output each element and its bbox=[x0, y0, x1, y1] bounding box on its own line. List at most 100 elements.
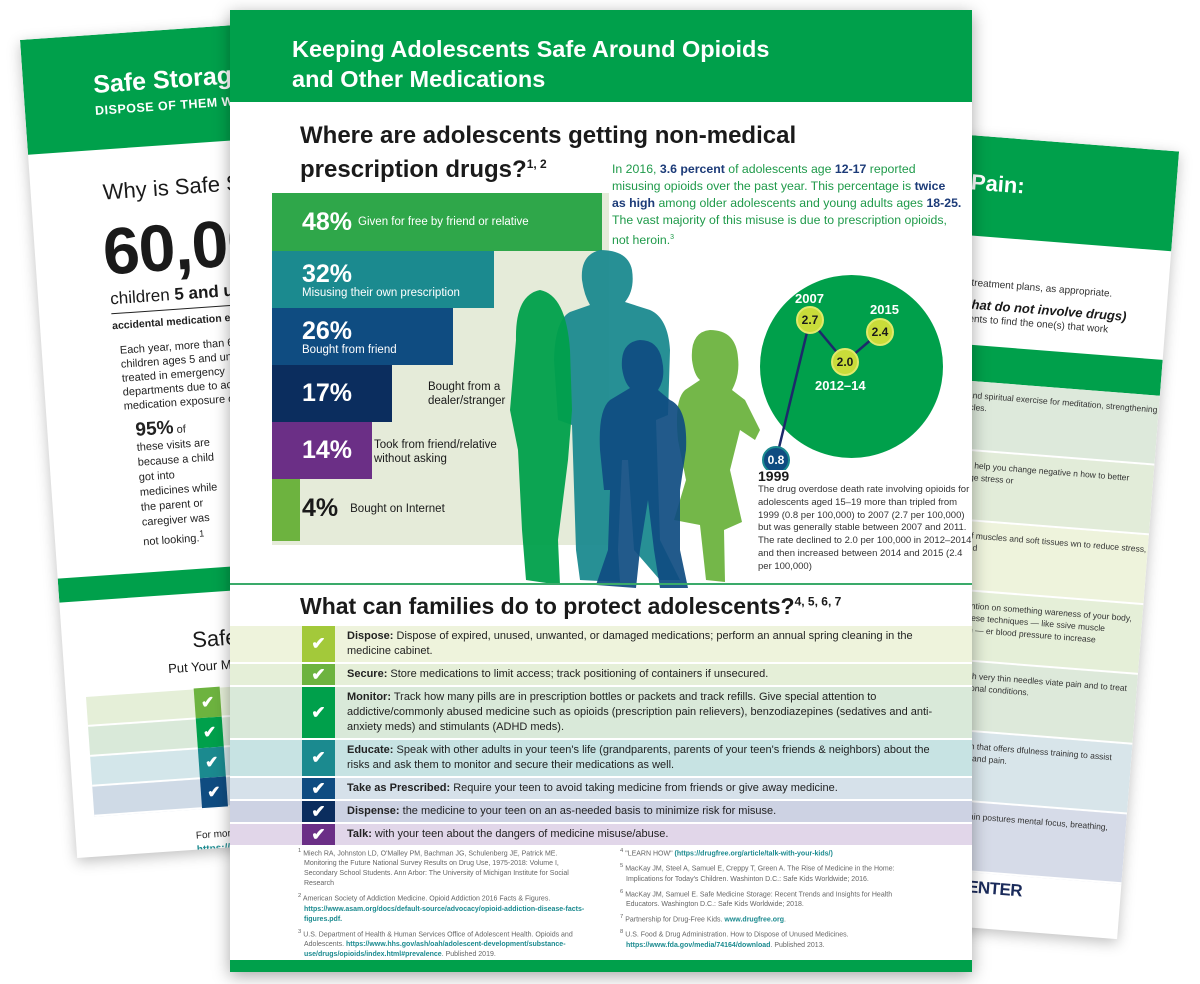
source-pct: 32% bbox=[302, 260, 353, 288]
ref-after: . bbox=[784, 916, 786, 924]
ref-text: MacKay JM, Samuel E. Safe Medicine Stora… bbox=[625, 890, 893, 908]
stat-bold: 3.6 percent bbox=[659, 162, 725, 176]
label-1999: 1999 bbox=[758, 468, 790, 484]
ref-link[interactable]: https://www.fda.gov/media/74164/download bbox=[626, 941, 771, 949]
action-row-dispense: ✔ Dispense: the medicine to your teen on … bbox=[230, 801, 972, 824]
action-row-educate: ✔ Educate: Speak with other adults in you… bbox=[230, 740, 972, 778]
reference-item: 8 U.S. Food & Drug Administration. How t… bbox=[620, 927, 920, 950]
children-prefix: children bbox=[109, 284, 176, 309]
section-divider bbox=[230, 583, 972, 585]
check-icon: ✔ bbox=[199, 776, 228, 809]
ref-number: 3 bbox=[298, 928, 302, 935]
reference-item: 6 MacKay JM, Samuel E. Safe Medicine Sto… bbox=[620, 887, 920, 910]
source-label: Misusing their own prescription bbox=[302, 287, 460, 299]
source-bar-bought-friend: 26% Bought from friend bbox=[272, 308, 453, 365]
source-bar-internet bbox=[272, 479, 300, 541]
check-icon: ✔ bbox=[302, 824, 335, 845]
value-1999: 0.8 bbox=[767, 453, 785, 467]
source-label: Given for free by friend or relative bbox=[358, 216, 529, 228]
action-text: Speak with other adults in your teen's l… bbox=[347, 744, 930, 771]
check-icon: ✔ bbox=[302, 801, 335, 822]
source-bar-own-prescription: 32% Misusing their own prescription bbox=[272, 251, 494, 308]
stat-footnote: 3 bbox=[670, 234, 675, 241]
ref-link[interactable]: https://www.hhs.gov/ash/oah/adolescent-d… bbox=[304, 940, 566, 958]
stat-bold: 18-25. bbox=[926, 196, 962, 210]
ref-after: . Published 2013. bbox=[770, 941, 825, 949]
action-term: Secure: bbox=[347, 668, 388, 680]
action-row-take-as-prescribed: ✔ Take as Prescribed: Require your teen t… bbox=[230, 778, 972, 801]
pct95-value: 95% bbox=[134, 417, 175, 441]
action-text: with your teen about the dangers of medi… bbox=[371, 828, 669, 840]
check-icon: ✔ bbox=[302, 778, 335, 799]
action-term: Educate: bbox=[347, 744, 394, 756]
ref-text: MacKay JM, Steel A, Samuel E, Creppy T, … bbox=[625, 865, 895, 883]
pct95-text: of these visits are because a child got … bbox=[136, 423, 218, 549]
source-label: Bought on Internet bbox=[350, 502, 445, 515]
stat-bold: 12-17 bbox=[834, 162, 867, 176]
value-2012: 2.0 bbox=[836, 355, 854, 369]
source-pct: 14% bbox=[302, 436, 353, 464]
stat-text: reported misusing opioids over the past … bbox=[612, 162, 916, 193]
check-icon: ✔ bbox=[193, 686, 222, 719]
check-icon: ✔ bbox=[197, 746, 226, 779]
main-page-opioids: Keeping Adolescents Safe Around Opioids … bbox=[230, 10, 972, 972]
misuse-stat-paragraph: In 2016, 3.6 percent of adolescents age … bbox=[612, 161, 962, 249]
question1-line1: Where are adolescents getting non-medica… bbox=[300, 122, 797, 149]
action-text: Require your teen to avoid taking medici… bbox=[450, 782, 838, 794]
ref-number: 7 bbox=[620, 913, 624, 920]
question2-footnote: 4, 5, 6, 7 bbox=[794, 594, 842, 609]
check-icon: ✔ bbox=[195, 716, 224, 749]
reference-item: 5 MacKay JM, Steel A, Samuel E, Creppy T… bbox=[620, 861, 920, 884]
ref-after: . Published 2019. bbox=[441, 950, 496, 958]
action-term: Talk: bbox=[347, 828, 372, 840]
source-label-took: Took from friend/relative without asking bbox=[374, 439, 497, 465]
label-2015: 2015 bbox=[870, 302, 899, 317]
ref-link[interactable]: https://www.asam.org/docs/default-source… bbox=[304, 905, 585, 923]
action-text: Dispose of expired, unused, unwanted, or… bbox=[347, 630, 913, 657]
check-icon: ✔ bbox=[302, 740, 335, 776]
action-text: Store medications to limit access; track… bbox=[387, 668, 769, 680]
source-bar-friend-free: 48% Given for free by friend or relative bbox=[272, 193, 602, 251]
trend-description: The drug overdose death rate involving o… bbox=[758, 484, 972, 572]
ref-number: 4 bbox=[620, 848, 624, 854]
source-label-dealer: Bought from a dealer/stranger bbox=[428, 381, 506, 407]
action-row-monitor: ✔ Monitor: Track how many pills are in pr… bbox=[230, 687, 972, 740]
ref-link[interactable]: www.drugfree.org bbox=[724, 916, 785, 924]
question1-line2: prescription drugs? bbox=[300, 156, 527, 183]
ref-text: U.S. Food & Drug Administration. How to … bbox=[625, 931, 849, 939]
main-header: Keeping Adolescents Safe Around Opioids … bbox=[230, 10, 972, 102]
stat-text: of adolescents age bbox=[724, 162, 835, 176]
action-text: Track how many pills are in prescription… bbox=[347, 691, 933, 733]
references-left: 1 Miech RA, Johnston LD, O'Malley PM, Ba… bbox=[298, 846, 588, 962]
stat-bold: twice as high bbox=[612, 179, 946, 210]
source-pct: 4% bbox=[302, 494, 339, 522]
action-term: Dispose: bbox=[347, 630, 394, 642]
ref-text: Miech RA, Johnston LD, O'Malley PM, Bach… bbox=[303, 850, 569, 888]
action-term: Take as Prescribed: bbox=[347, 782, 451, 794]
question1-footnote: 1, 2 bbox=[526, 157, 547, 171]
action-row-secure: ✔ Secure: Store medications to limit acce… bbox=[230, 664, 972, 687]
action-row-dispose: ✔ Dispose: Dispose of expired, unused, un… bbox=[230, 626, 972, 664]
source-internet-text: 4% Bought on Internet bbox=[302, 494, 445, 523]
reference-item: 3 U.S. Department of Health & Human Serv… bbox=[298, 927, 588, 960]
overdose-trend-chart bbox=[762, 306, 894, 470]
reference-item: 4 "LEARN HOW" (https://drugfree.org/arti… bbox=[620, 846, 920, 859]
ref-text: American Society of Addiction Medicine. … bbox=[302, 895, 551, 903]
source-pct: 48% bbox=[302, 207, 353, 236]
pct95-footnote: 1 bbox=[198, 528, 205, 539]
action-term: Monitor: bbox=[347, 691, 391, 703]
source-bar-took-without-asking: 14% bbox=[272, 422, 372, 479]
action-row-talk: ✔ Talk: with your teen about the dangers … bbox=[230, 824, 972, 847]
ref-number: 6 bbox=[620, 888, 624, 895]
ref-number: 1 bbox=[298, 848, 302, 854]
ref-link[interactable]: (https://drugfree.org/article/talk-with-… bbox=[674, 850, 833, 858]
ref-number: 8 bbox=[620, 929, 624, 936]
main-title-line1: Keeping Adolescents Safe Around Opioids bbox=[292, 36, 770, 62]
reference-item: 1 Miech RA, Johnston LD, O'Malley PM, Ba… bbox=[298, 846, 588, 889]
check-icon: ✔ bbox=[302, 687, 335, 738]
main-footer-band bbox=[230, 960, 972, 972]
source-label: Bought from friend bbox=[302, 344, 397, 356]
reference-item: 7 Partnership for Drug-Free Kids. www.dr… bbox=[620, 912, 920, 925]
ref-number: 5 bbox=[620, 863, 624, 870]
adolescents-silhouette-icon bbox=[510, 250, 760, 588]
